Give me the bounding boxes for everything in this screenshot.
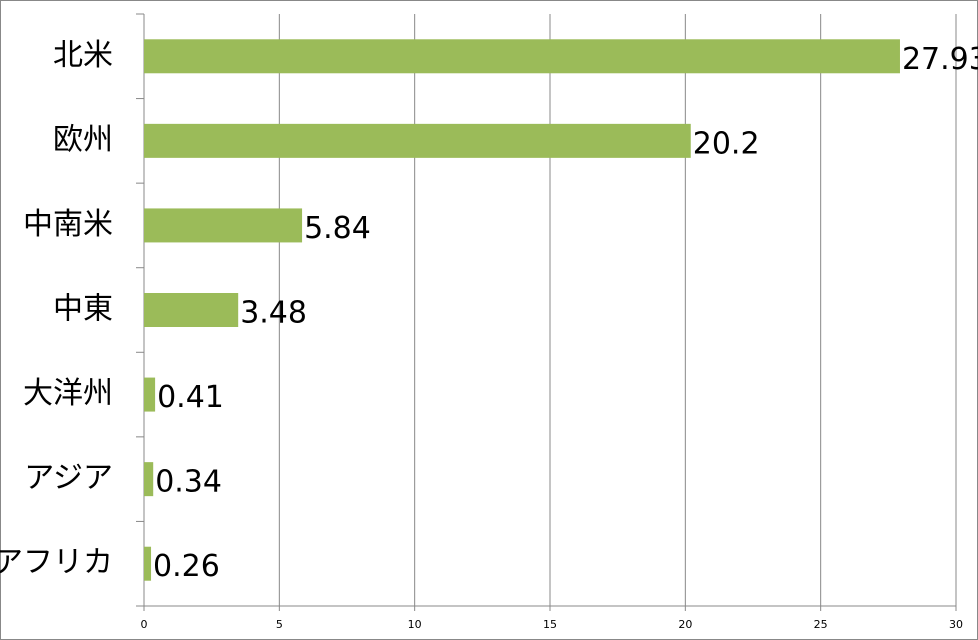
- y-tick-label: 北米: [53, 38, 113, 73]
- bar: [144, 293, 239, 327]
- x-tick-label: 0: [141, 618, 148, 631]
- data-label: 3.48: [240, 296, 307, 331]
- y-tick-label: 中南米: [23, 207, 113, 242]
- x-tick-label: 30: [949, 618, 963, 631]
- y-tick-label: 欧州: [53, 122, 113, 157]
- x-tick-label: 25: [814, 618, 828, 631]
- x-tick-label: 20: [678, 618, 692, 631]
- x-tick-label: 5: [276, 618, 283, 631]
- x-tick-label: 15: [543, 618, 557, 631]
- bar: [144, 208, 303, 243]
- y-tick-label: 中東: [53, 292, 113, 327]
- bar: [144, 39, 900, 74]
- data-label: 0.34: [155, 465, 222, 500]
- data-label: 0.41: [157, 380, 224, 415]
- y-tick-label: アジア: [24, 461, 113, 496]
- bar: [144, 462, 154, 497]
- y-tick-label: アフリカ: [0, 545, 113, 580]
- data-label: 20.2: [693, 126, 760, 161]
- bar: [144, 123, 691, 158]
- data-label: 27.93: [902, 42, 978, 77]
- data-label: 5.84: [304, 211, 371, 246]
- y-tick-label: 大洋州: [23, 376, 113, 411]
- x-tick-label: 10: [408, 618, 422, 631]
- data-label: 0.26: [153, 549, 220, 584]
- bar: [144, 546, 152, 581]
- bar: [144, 377, 156, 412]
